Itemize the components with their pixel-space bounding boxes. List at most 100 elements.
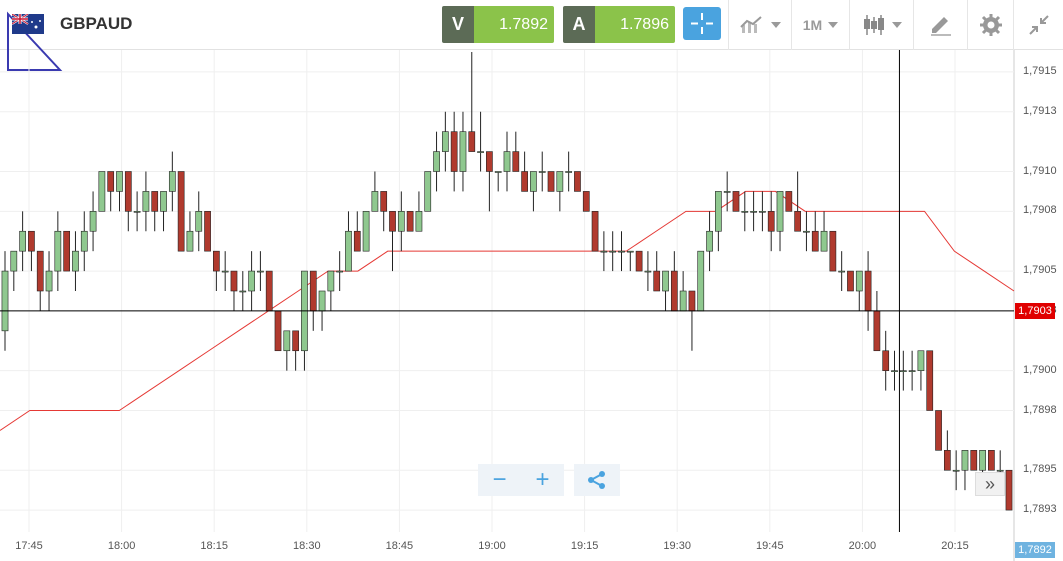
candle-up: [838, 270, 846, 273]
candle-up: [530, 171, 537, 192]
candle-up: [142, 191, 150, 212]
buy-price-button[interactable]: A 1.7896: [563, 6, 675, 43]
candle-down: [1005, 469, 1013, 511]
y-axis-label: 1,7900: [1023, 363, 1057, 376]
candle-up: [89, 211, 97, 232]
share-button[interactable]: [574, 464, 620, 496]
instrument-symbol[interactable]: GBPAUD: [60, 14, 133, 33]
zoom-in-button[interactable]: +: [535, 466, 550, 493]
candle-down: [574, 171, 581, 192]
candle-down: [935, 410, 942, 451]
collapse-button[interactable]: [1013, 0, 1063, 50]
candle-up: [759, 211, 766, 213]
candle-up: [133, 211, 141, 213]
candle-down: [265, 270, 273, 312]
candle-up: [494, 171, 502, 173]
candle-down: [512, 151, 520, 172]
candle-down: [292, 330, 299, 352]
chart-type-dropdown[interactable]: [728, 0, 791, 50]
candle-up: [979, 450, 986, 471]
price-chart[interactable]: [0, 50, 1063, 561]
scroll-right-button[interactable]: »: [975, 472, 1005, 496]
y-axis-label: 1,7905: [1023, 264, 1057, 277]
sell-price-button[interactable]: V 1.7892: [442, 6, 554, 43]
chart-selection-triangle-icon: [7, 11, 63, 71]
candle-up: [98, 171, 106, 212]
gbp-aud-flag-icon: [12, 14, 44, 34]
candle-down: [882, 350, 890, 371]
candle-down: [732, 191, 740, 212]
sell-price-value: 1.7892: [474, 6, 554, 43]
candle-down: [230, 270, 238, 292]
x-axis-label: 18:15: [200, 540, 228, 552]
candle-up: [565, 171, 573, 173]
zoom-controls: − +: [478, 464, 564, 496]
candle-up: [697, 250, 705, 312]
candle-down: [28, 230, 35, 252]
candle-up: [961, 450, 969, 471]
candles-layer: [1, 52, 1013, 511]
candle-up: [600, 250, 608, 253]
candle-up: [626, 250, 634, 253]
candle-up: [72, 250, 79, 272]
candle-up: [239, 290, 247, 293]
candle-down: [213, 250, 220, 272]
x-axis-label: 20:15: [941, 540, 969, 552]
gear-icon: [979, 14, 1002, 36]
timeframe-label: 1M: [802, 17, 823, 33]
y-axis-label: 1,7908: [1023, 204, 1057, 217]
candle-down: [688, 290, 696, 312]
drawing-tools-button[interactable]: [913, 0, 967, 50]
candle-down: [309, 270, 317, 312]
candle-down: [943, 450, 951, 471]
sell-label: V: [442, 6, 474, 43]
timeframe-dropdown[interactable]: 1M: [791, 0, 849, 50]
candle-up: [706, 230, 713, 252]
candle-up: [19, 230, 26, 252]
candle-up: [803, 230, 810, 233]
candle-up: [248, 270, 255, 292]
crosshair-button[interactable]: [683, 7, 721, 40]
candle-down: [151, 191, 159, 212]
candle-type-dropdown[interactable]: [849, 0, 913, 50]
candle-up: [952, 469, 960, 472]
candle-down: [864, 270, 872, 312]
candle-up: [459, 131, 467, 172]
candle-up: [433, 151, 440, 172]
line-chart-icon: [740, 16, 762, 33]
buy-label: A: [563, 6, 595, 43]
candle-down: [389, 211, 396, 232]
pencil-icon: [930, 17, 951, 36]
y-axis-label: 1,7915: [1023, 64, 1057, 77]
candle-down: [988, 450, 995, 471]
candle-up: [723, 191, 731, 193]
candle-down: [811, 230, 819, 252]
candle-up: [45, 270, 53, 292]
last-price-tag: 1,7892: [1015, 542, 1055, 558]
y-axis-label: 1,7895: [1023, 463, 1057, 476]
candle-up: [336, 270, 344, 273]
y-axis-label: 1,7898: [1023, 403, 1057, 416]
candle-up: [54, 230, 62, 272]
candle-up: [538, 171, 546, 173]
candle-up: [996, 469, 1004, 472]
candle-up: [715, 191, 722, 232]
candle-up: [441, 131, 449, 152]
candle-down: [785, 191, 793, 212]
candle-up: [327, 270, 335, 292]
candle-down: [653, 270, 661, 292]
candle-down: [582, 191, 590, 212]
y-axis-label: 1,7913: [1023, 104, 1057, 117]
x-axis-label: 19:30: [663, 540, 691, 552]
candle-up: [891, 370, 898, 372]
candle-up: [820, 230, 828, 252]
settings-button[interactable]: [967, 0, 1013, 50]
candle-up: [116, 171, 123, 192]
crosshair-icon: [691, 13, 713, 34]
x-axis-label: 17:45: [15, 540, 43, 552]
candle-up: [741, 211, 749, 213]
x-axis-label: 18:30: [293, 540, 321, 552]
candle-up: [503, 151, 511, 172]
candle-up: [318, 290, 326, 312]
zoom-out-button[interactable]: −: [492, 466, 507, 493]
